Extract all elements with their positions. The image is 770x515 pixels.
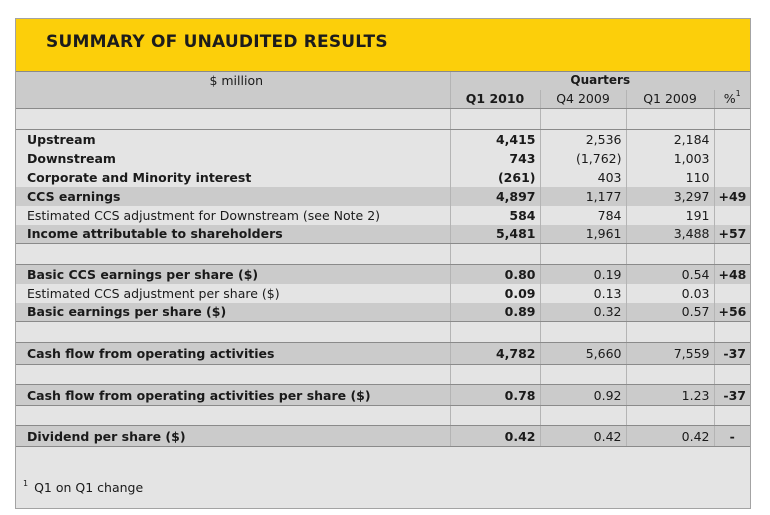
quarters-label: Quarters [449, 71, 751, 90]
col-q4-2009: Q4 2009 [539, 89, 626, 109]
cell-q1-2009: 3,488 [625, 224, 714, 244]
cell-q4-2009: 784 [539, 205, 626, 225]
cell-q1-2009: 0.54 [625, 264, 714, 284]
unit-label: $ million [16, 71, 450, 90]
col-q1-2010: Q1 2010 [449, 89, 540, 109]
cell-q1-2010: (261) [449, 167, 540, 187]
cell-q1-2010: 4,897 [449, 186, 540, 206]
cell-q1-2009: 110 [625, 167, 714, 187]
table-row: Income attributable to shareholders 5,48… [16, 224, 751, 244]
table-row: Basic earnings per share ($) 0.89 0.32 0… [16, 302, 751, 322]
results-panel: SUMMARY OF UNAUDITED RESULTS $ million Q… [15, 18, 751, 509]
footnote-mark: 1 [23, 479, 29, 488]
footnote: 1 Q1 on Q1 change [23, 479, 144, 496]
cell-q1-2010: 584 [449, 205, 540, 225]
cell-pct [713, 148, 751, 168]
cell-q4-2009: 0.32 [539, 302, 626, 322]
row-label: Income attributable to shareholders [16, 224, 450, 244]
row-label: Estimated CCS adjustment for Downstream … [27, 207, 381, 223]
row-label: Estimated CCS adjustment per share ($) [27, 285, 280, 301]
row-label: CCS earnings [16, 186, 450, 206]
page-title: SUMMARY OF UNAUDITED RESULTS [46, 32, 388, 52]
cell-q1-2010: 0.09 [449, 283, 540, 303]
cell-q1-2009: 7,559 [625, 342, 714, 365]
pct-footnote-mark: 1 [735, 89, 741, 99]
cell-q4-2009: 0.92 [539, 384, 626, 406]
header-row-group: $ million Quarters [16, 71, 751, 90]
table-row: Downstream 743 (1,762) 1,003 [16, 148, 751, 168]
cell-q1-2009: 0.42 [625, 425, 714, 447]
cell-q1-2010: 4,782 [449, 342, 540, 365]
header-spacer [16, 89, 450, 109]
table-row: Cash flow from operating activities per … [16, 384, 751, 406]
spacer-row [16, 321, 751, 343]
cell-pct [713, 129, 751, 149]
table-row: Dividend per share ($) 0.42 0.42 0.42 - [16, 425, 751, 447]
cell-q4-2009: 1,961 [539, 224, 626, 244]
row-label: Basic CCS earnings per share ($) [16, 264, 450, 284]
table-row: Estimated CCS adjustment for Downstream … [16, 205, 751, 225]
spacer-row [16, 364, 751, 385]
cell-pct [713, 283, 751, 303]
cell-q1-2010: 0.80 [449, 264, 540, 284]
results-table: $ million Quarters Q1 2010 Q4 2009 Q1 20… [16, 71, 751, 447]
table-row: Basic CCS earnings per share ($) 0.80 0.… [16, 264, 751, 284]
table-row: Corporate and Minority interest (261) 40… [16, 167, 751, 187]
cell-q1-2010: 0.89 [449, 302, 540, 322]
footnote-text: Q1 on Q1 change [34, 480, 144, 495]
cell-q1-2009: 1,003 [625, 148, 714, 168]
table-row: Cash flow from operating activities 4,78… [16, 342, 751, 365]
cell-pct: -37 [713, 342, 751, 365]
title-banner: SUMMARY OF UNAUDITED RESULTS [16, 19, 750, 71]
spacer-row [16, 405, 751, 426]
cell-pct [713, 205, 751, 225]
cell-q4-2009: 1,177 [539, 186, 626, 206]
cell-q1-2009: 2,184 [625, 129, 714, 149]
cell-pct [713, 167, 751, 187]
cell-q4-2009: 403 [539, 167, 626, 187]
cell-q4-2009: 0.42 [539, 425, 626, 447]
header-row-columns: Q1 2010 Q4 2009 Q1 2009 %1 [16, 89, 751, 109]
cell-q1-2009: 1.23 [625, 384, 714, 406]
row-label: Cash flow from operating activities per … [16, 384, 450, 406]
row-label: Downstream [27, 150, 116, 166]
cell-q4-2009: (1,762) [539, 148, 626, 168]
spacer-row [16, 108, 751, 130]
cell-q1-2009: 0.03 [625, 283, 714, 303]
cell-q1-2010: 743 [449, 148, 540, 168]
cell-q4-2009: 0.13 [539, 283, 626, 303]
row-label: Dividend per share ($) [16, 425, 450, 447]
cell-pct: +48 [713, 264, 751, 284]
cell-q1-2010: 0.78 [449, 384, 540, 406]
cell-q1-2009: 0.57 [625, 302, 714, 322]
cell-q1-2010: 4,415 [449, 129, 540, 149]
table-row: CCS earnings 4,897 1,177 3,297 +49 [16, 186, 751, 206]
cell-q1-2009: 3,297 [625, 186, 714, 206]
row-label: Cash flow from operating activities [16, 342, 450, 365]
cell-q4-2009: 0.19 [539, 264, 626, 284]
col-pct-label: % [723, 91, 736, 107]
cell-q1-2010: 0.42 [449, 425, 540, 447]
cell-q4-2009: 5,660 [539, 342, 626, 365]
col-q1-2009: Q1 2009 [625, 89, 714, 109]
table-row: Upstream 4,415 2,536 2,184 [16, 129, 751, 149]
table-row: Estimated CCS adjustment per share ($) 0… [16, 283, 751, 303]
row-label: Upstream [27, 131, 96, 147]
cell-pct: +57 [713, 224, 751, 244]
cell-pct: +49 [713, 186, 751, 206]
cell-pct: -37 [713, 384, 751, 406]
spacer-row [16, 243, 751, 265]
cell-q1-2009: 191 [625, 205, 714, 225]
row-label: Basic earnings per share ($) [16, 302, 450, 322]
col-pct: %1 [713, 89, 751, 109]
cell-pct: - [713, 425, 751, 447]
cell-pct: +56 [713, 302, 751, 322]
row-label: Corporate and Minority interest [27, 169, 252, 185]
cell-q4-2009: 2,536 [539, 129, 626, 149]
cell-q1-2010: 5,481 [449, 224, 540, 244]
